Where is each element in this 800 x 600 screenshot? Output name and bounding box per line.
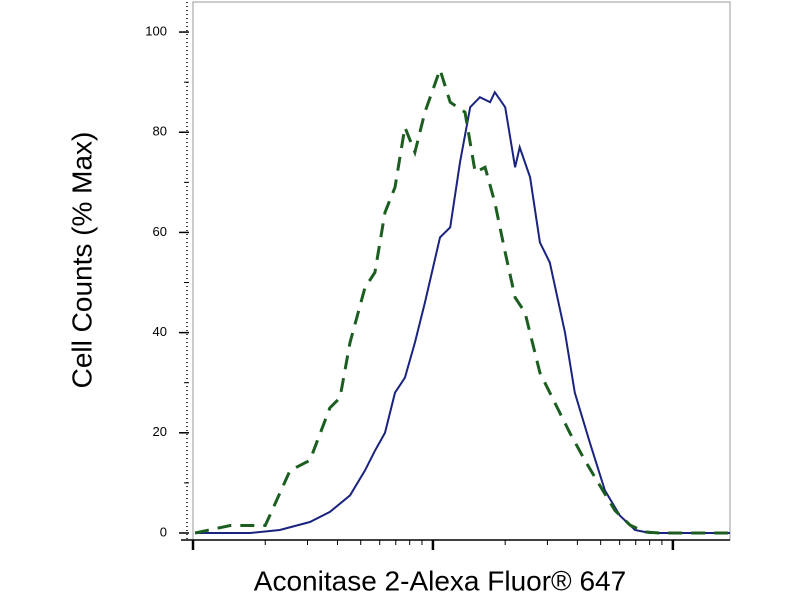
y-axis-title: Cell Counts (% Max): [66, 132, 97, 389]
y-tick-label: 40: [153, 324, 167, 339]
y-tick-label: 80: [153, 124, 167, 139]
y-tick-label: 100: [145, 23, 167, 38]
y-tick-label: 0: [160, 524, 167, 539]
y-tick-label: 60: [153, 224, 167, 239]
y-tick-label: 20: [153, 424, 167, 439]
plot-frame: [192, 1, 731, 541]
histogram-line: [195, 90, 730, 534]
x-axis-title: Aconitase 2-Alexa Fluor® 647: [254, 565, 626, 596]
histogram-line: [194, 64, 730, 535]
